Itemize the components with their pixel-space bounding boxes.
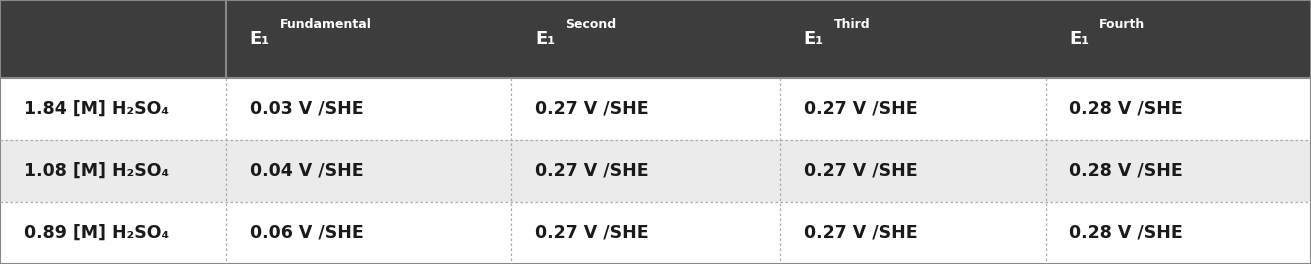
Text: 0.28 V /SHE: 0.28 V /SHE [1070,224,1183,242]
Bar [225,202,511,264]
Text: E₁: E₁ [1070,30,1089,48]
Bar [0,78,225,140]
Text: 0.27 V /SHE: 0.27 V /SHE [535,100,649,118]
Text: 1.84 [M] H₂SO₄: 1.84 [M] H₂SO₄ [24,100,169,118]
Text: 0.28 V /SHE: 0.28 V /SHE [1070,100,1183,118]
Bar [511,0,780,78]
Bar [511,202,780,264]
Bar [0,140,225,202]
Text: 0.89 [M] H₂SO₄: 0.89 [M] H₂SO₄ [24,224,169,242]
Text: E₁: E₁ [535,30,555,48]
Text: E₁: E₁ [804,30,823,48]
Bar [1046,202,1311,264]
Bar [780,140,1046,202]
Text: 0.27 V /SHE: 0.27 V /SHE [535,224,649,242]
Text: Fundamental: Fundamental [279,18,372,31]
Bar [511,78,780,140]
Text: Third: Third [834,18,871,31]
Text: 1.08 [M] H₂SO₄: 1.08 [M] H₂SO₄ [24,162,169,180]
Text: 0.27 V /SHE: 0.27 V /SHE [535,162,649,180]
Text: 0.27 V /SHE: 0.27 V /SHE [804,224,918,242]
Bar [1046,140,1311,202]
Bar [780,202,1046,264]
Text: Second: Second [565,18,616,31]
Bar [1046,0,1311,78]
Text: 0.06 V /SHE: 0.06 V /SHE [249,224,363,242]
Text: 0.27 V /SHE: 0.27 V /SHE [804,162,918,180]
Bar [511,140,780,202]
Bar [0,0,225,78]
Bar [780,78,1046,140]
Text: E₁: E₁ [249,30,270,48]
Text: 0.27 V /SHE: 0.27 V /SHE [804,100,918,118]
Bar [780,0,1046,78]
Text: Fourth: Fourth [1099,18,1146,31]
Bar [0,202,225,264]
Bar [225,0,511,78]
Text: 0.28 V /SHE: 0.28 V /SHE [1070,162,1183,180]
Bar [1046,78,1311,140]
Bar [225,140,511,202]
Text: 0.03 V /SHE: 0.03 V /SHE [249,100,363,118]
Bar [225,78,511,140]
Text: 0.04 V /SHE: 0.04 V /SHE [249,162,363,180]
